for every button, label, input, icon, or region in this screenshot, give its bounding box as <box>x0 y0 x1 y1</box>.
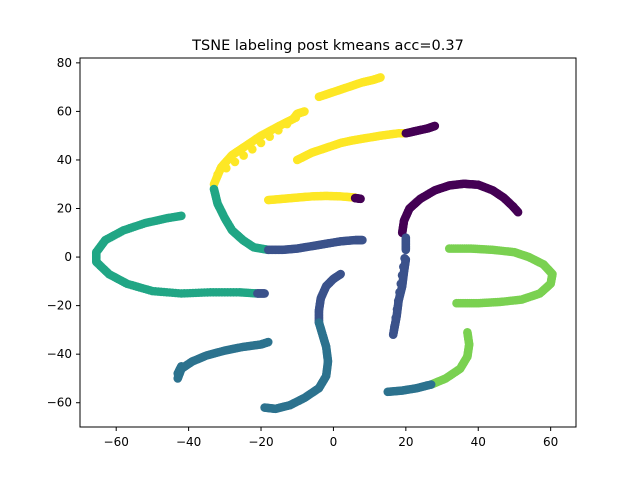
data-point <box>356 194 365 204</box>
plot-frame <box>79 57 577 428</box>
data-point <box>513 207 523 217</box>
data-point <box>388 330 398 340</box>
chart-title: TSNE labeling post kmeans acc=0.37 <box>191 38 464 54</box>
x-tick-label: −20 <box>248 435 273 449</box>
data-point <box>265 132 275 141</box>
data-point <box>399 262 408 272</box>
data-point <box>260 289 269 298</box>
data-point <box>260 403 269 412</box>
data-point <box>291 113 301 123</box>
data-point <box>274 126 283 135</box>
x-tick-label: 60 <box>543 435 558 449</box>
data-point <box>393 296 403 306</box>
y-tick-label: −60 <box>47 396 72 410</box>
data-point <box>452 298 461 308</box>
y-tick-label: 60 <box>57 104 72 118</box>
y-tick-label: 40 <box>57 153 72 167</box>
data-point <box>390 321 399 331</box>
data-point <box>263 337 273 347</box>
y-tick-label: −20 <box>47 299 72 313</box>
data-point <box>392 304 402 314</box>
y-tick-label: 0 <box>64 250 72 264</box>
data-point <box>430 121 440 131</box>
data-point <box>177 362 186 371</box>
y-tick-label: −40 <box>47 347 72 361</box>
data-point <box>300 107 309 116</box>
data-point <box>391 313 401 323</box>
axis-ticks: −60 −40 −20 0 20 40 60 −60 −40 −20 0 20 40 60 80 <box>47 56 559 449</box>
points-layer <box>91 73 557 414</box>
data-point <box>395 287 404 297</box>
x-tick-label: −60 <box>104 435 129 449</box>
data-point <box>400 253 409 263</box>
y-tick-label: 20 <box>57 202 72 216</box>
x-tick-label: 20 <box>398 435 413 449</box>
data-point <box>401 233 411 242</box>
data-point <box>213 170 222 179</box>
data-point <box>396 279 406 289</box>
x-tick-label: 40 <box>471 435 486 449</box>
x-tick-label: 0 <box>330 435 338 449</box>
data-point <box>221 163 231 173</box>
data-point <box>358 235 367 245</box>
data-point <box>248 144 257 154</box>
data-point <box>282 119 292 129</box>
y-tick-label: 80 <box>57 56 72 70</box>
data-point <box>397 270 407 280</box>
data-point <box>230 157 240 167</box>
data-point <box>256 138 266 148</box>
data-point <box>376 73 385 82</box>
x-tick-label: −40 <box>176 435 201 449</box>
data-point <box>383 387 393 397</box>
data-point <box>239 151 248 160</box>
